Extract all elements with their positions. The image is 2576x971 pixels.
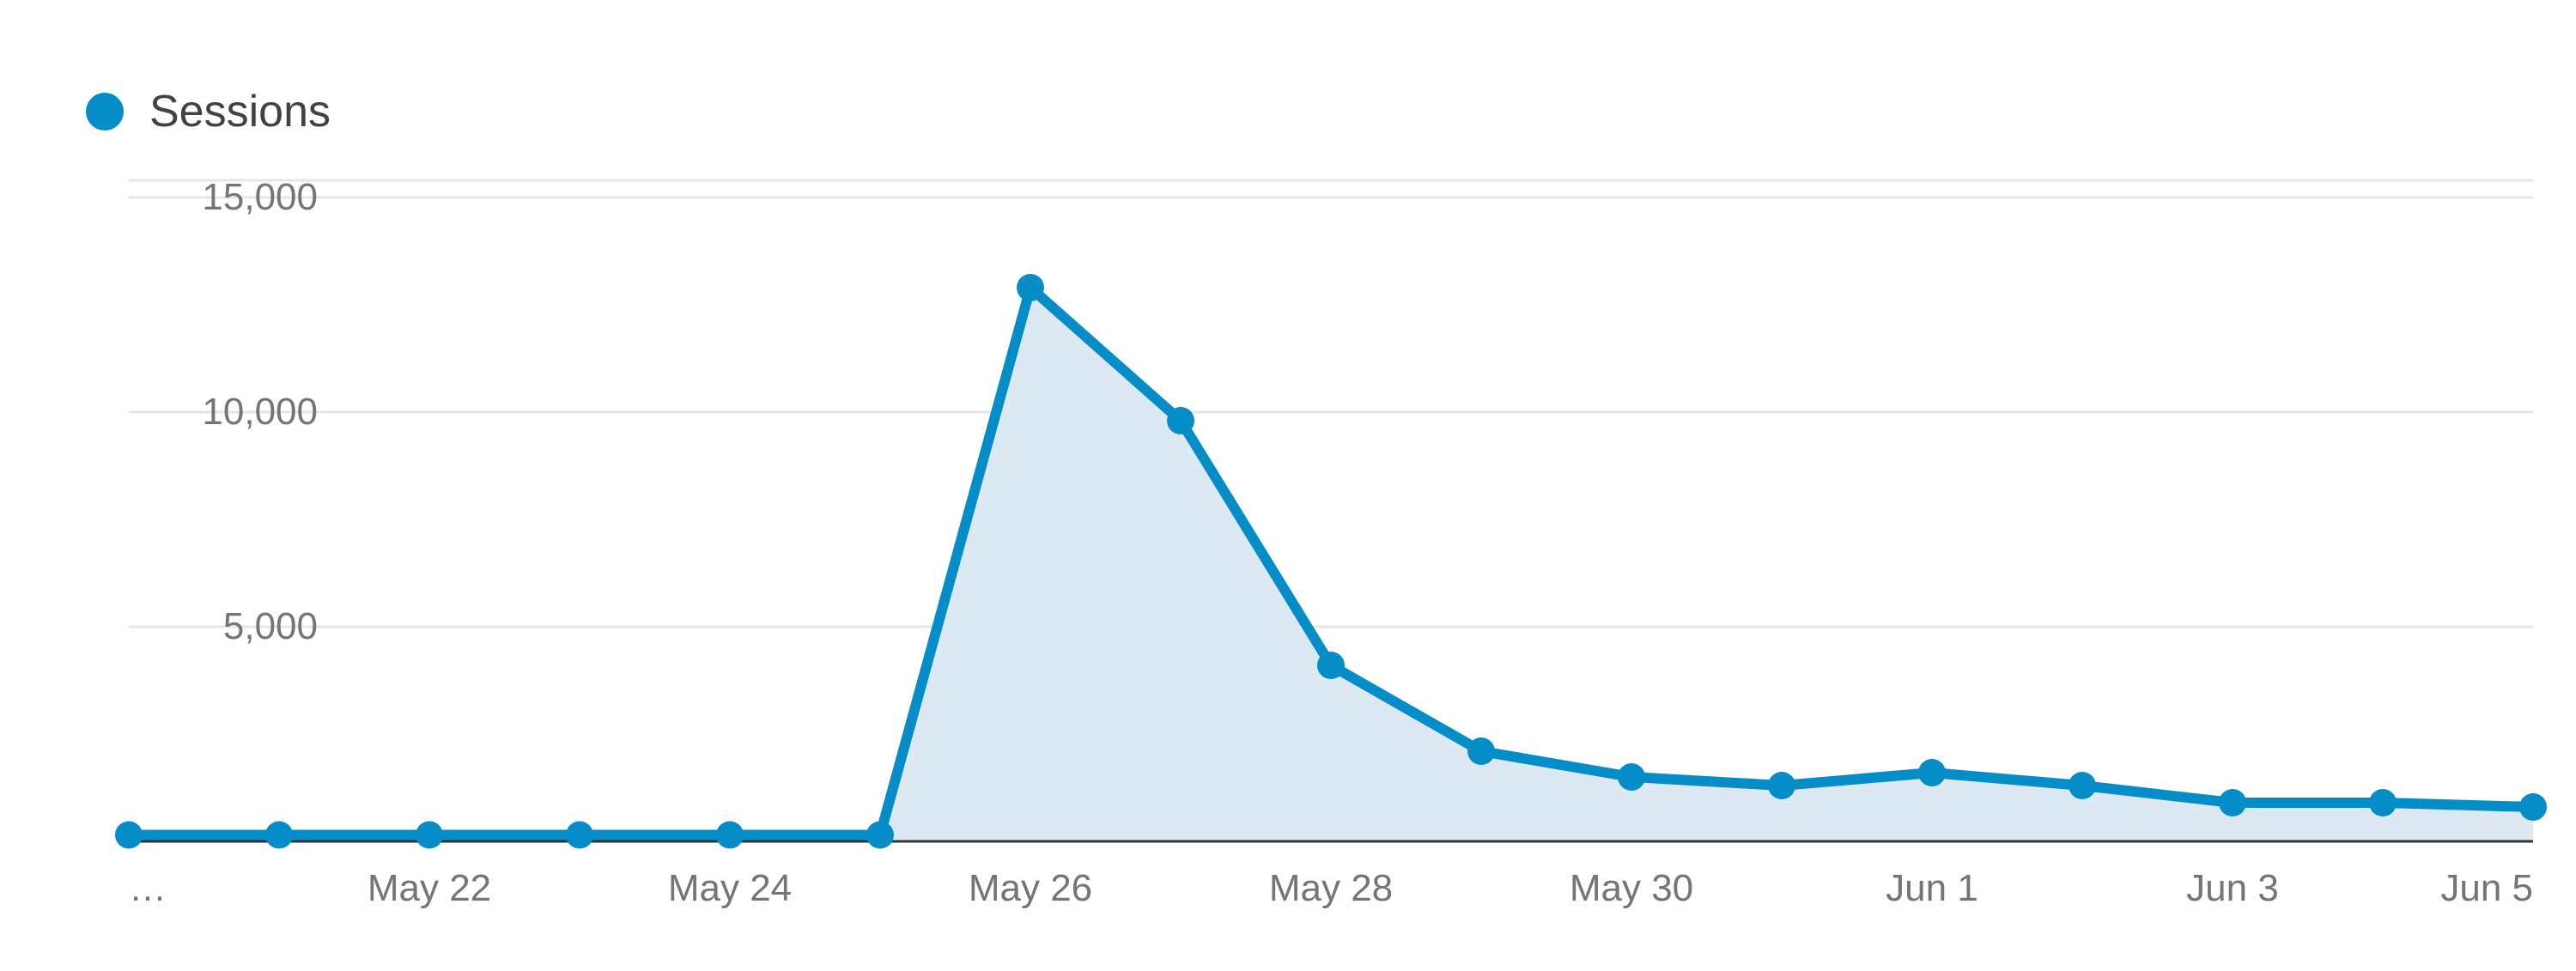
y-tick-label: 10,000 <box>202 391 318 434</box>
x-tick-label: Jun 5 <box>2440 867 2533 910</box>
legend-marker-icon <box>86 93 124 130</box>
sessions-chart: Sessions 5,000 10,000 15,000 … May 22 May 24… <box>0 0 2576 971</box>
x-tick-label: May 30 <box>1570 867 1693 910</box>
x-tick-label: … <box>129 867 167 910</box>
chart-legend: Sessions <box>86 86 331 137</box>
x-tick-label: May 24 <box>668 867 792 910</box>
y-tick-label: 5,000 <box>223 605 318 648</box>
chart-plot <box>0 0 2576 971</box>
x-tick-label: May 22 <box>368 867 491 910</box>
x-tick-label: Jun 3 <box>2186 867 2279 910</box>
x-tick-label: May 28 <box>1269 867 1393 910</box>
legend-label: Sessions <box>149 86 331 137</box>
x-tick-label: May 26 <box>969 867 1092 910</box>
x-tick-label: Jun 1 <box>1886 867 1978 910</box>
y-tick-label: 15,000 <box>202 176 318 219</box>
